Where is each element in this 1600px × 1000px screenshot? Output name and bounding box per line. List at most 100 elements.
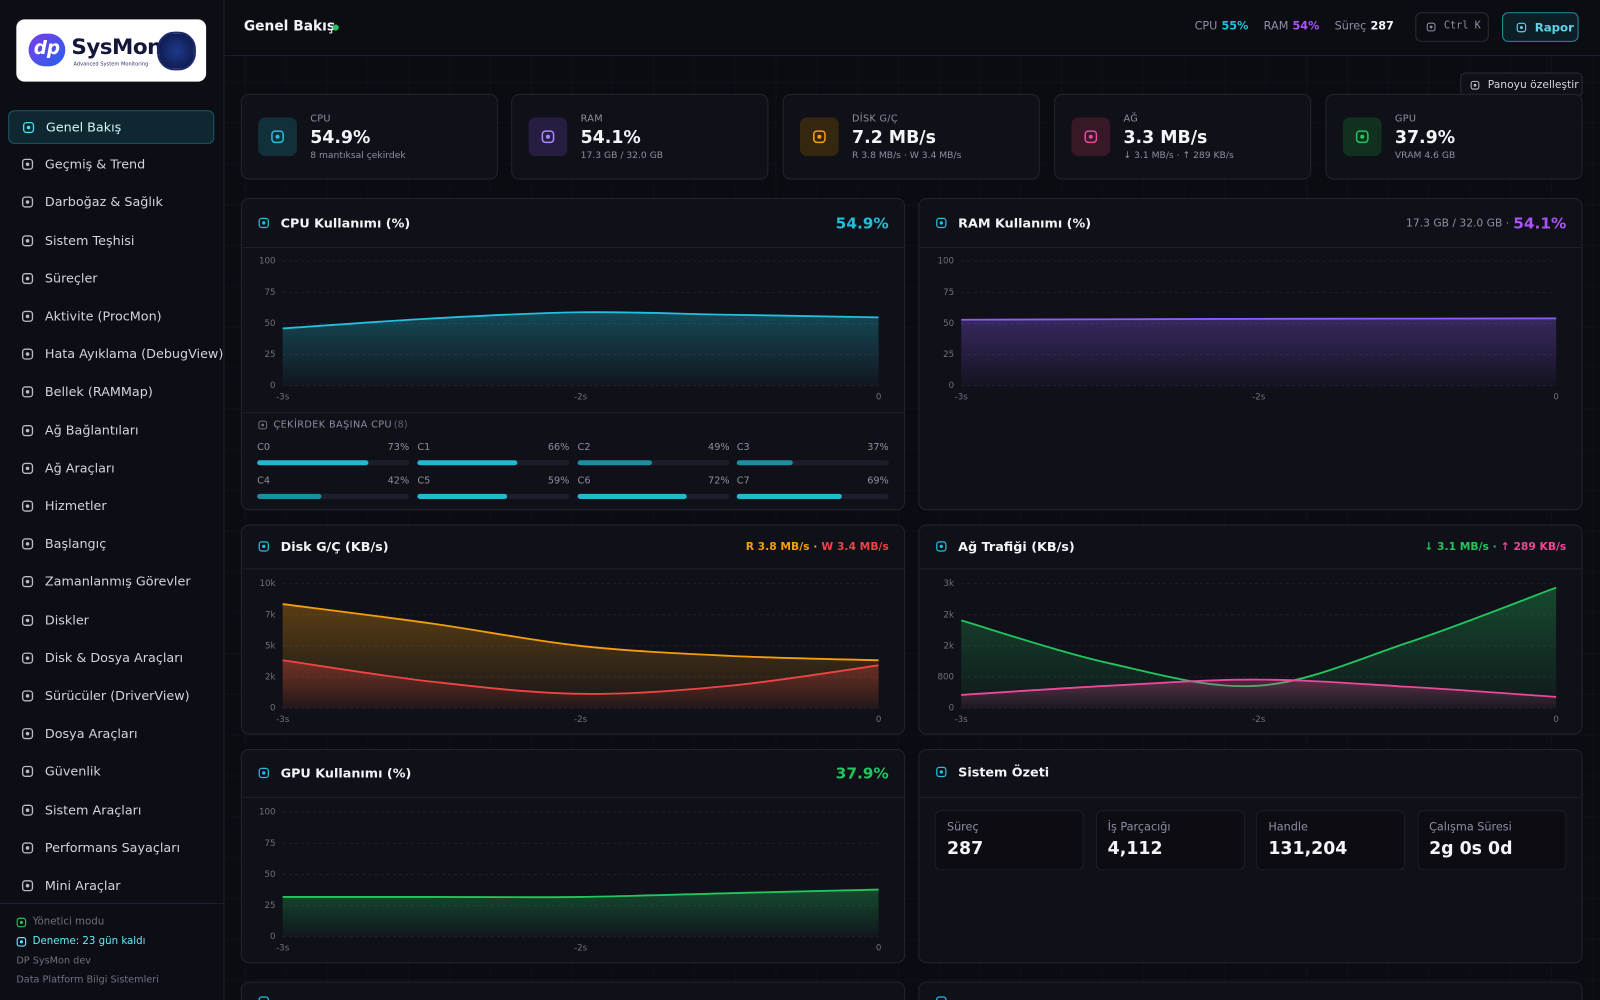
nav-item[interactable]: Performans Sayaçları xyxy=(8,831,214,865)
nav-icon xyxy=(21,576,34,588)
nav-item[interactable]: Mini Araçlar xyxy=(8,869,214,903)
panel-icon xyxy=(258,996,269,1000)
customize-button[interactable]: Panoyu özelleştir xyxy=(1460,72,1583,97)
core-bar xyxy=(736,493,842,499)
nav-item[interactable]: Ağ Araçları xyxy=(8,452,214,486)
core-value: 73% xyxy=(387,441,410,454)
panel-icon xyxy=(936,996,947,1000)
header-stat: Süreç 287 xyxy=(1335,19,1394,32)
summary-label: Handle xyxy=(1268,820,1308,834)
icon-shape xyxy=(813,130,826,144)
nav-icon xyxy=(21,272,34,284)
nav-item[interactable]: Dosya Araçları xyxy=(8,718,214,752)
panel-readout: 37.9% xyxy=(836,750,889,797)
summary-card: İş Parçacığı 4,112 xyxy=(1095,810,1245,871)
kpi-card: DİSK G/Ç 7.2 MB/s R 3.8 MB/s · W 3.4 MB/s xyxy=(782,93,1040,180)
kpi-sub: 17.3 GB / 32.0 GB xyxy=(580,151,664,162)
search-icon xyxy=(1426,22,1436,32)
nav-item[interactable]: Sürücüler (DriverView) xyxy=(8,680,214,714)
nav-item[interactable]: Aktivite (ProcMon) xyxy=(8,300,214,334)
icon-dot xyxy=(545,134,550,139)
nav-item[interactable]: Geçmiş & Trend xyxy=(8,148,214,182)
nav-item[interactable]: Süreçler xyxy=(8,262,214,296)
page-title: Genel Bakış xyxy=(243,18,336,35)
nav-label: Aktivite (ProcMon) xyxy=(44,308,162,324)
header-stat: CPU 55% xyxy=(1195,19,1249,32)
nav-label: Performans Sayaçları xyxy=(44,839,181,855)
nav-icon xyxy=(22,121,35,134)
nav-label: Ağ Araçları xyxy=(44,459,115,476)
nav-icon xyxy=(21,804,34,816)
core-value: 72% xyxy=(708,475,730,487)
core-value: 37% xyxy=(867,441,889,454)
nav-icon xyxy=(21,538,34,550)
nav-item[interactable]: Başlangıç xyxy=(8,528,214,562)
nav-icon xyxy=(21,196,34,209)
nav-icon xyxy=(21,614,34,626)
nav-icon xyxy=(21,690,34,702)
kpi-sub: 8 mantıksal çekirdek xyxy=(310,151,406,162)
stat-value: 54% xyxy=(1292,19,1320,33)
nav-item[interactable]: Hizmetler xyxy=(8,490,214,524)
chart-panel: RAM Kullanımı (%) 17.3 GB / 32.0 GB · 54.1… xyxy=(918,197,1583,511)
core-bar xyxy=(257,460,369,466)
panel-header-divider xyxy=(241,568,905,570)
nav-label: Başlangıç xyxy=(44,535,107,552)
search-box[interactable]: Ctrl K xyxy=(1415,12,1489,42)
nav-item[interactable]: Diskler xyxy=(8,604,214,638)
panel-title: CPU Kullanımı (%) xyxy=(280,214,411,231)
nav-item[interactable]: Genel Bakış xyxy=(8,110,215,144)
core-label: C0 xyxy=(257,441,271,454)
icon-shape xyxy=(21,728,34,740)
icon-shape xyxy=(258,996,269,1000)
logo-emblem xyxy=(157,31,196,71)
nav-item[interactable]: Bellek (RAMMap) xyxy=(8,376,214,410)
icon-shape xyxy=(936,766,947,778)
core-bar xyxy=(577,493,688,499)
chart-panel: Disk G/Ç (KB/s) R 3.8 MB/s · W 3.4 MB/s xyxy=(240,524,906,735)
kpi-sub: VRAM 4.6 GB xyxy=(1394,151,1456,162)
icon-dot xyxy=(25,390,30,395)
icon-shape xyxy=(21,310,34,322)
icon-dot xyxy=(275,134,280,139)
icon-dot xyxy=(939,220,943,225)
admin-mode: Yönetici modu xyxy=(32,916,105,928)
icon-dot xyxy=(25,352,30,357)
icon-dot xyxy=(262,544,266,549)
nav-item[interactable]: Darboğaz & Sağlık xyxy=(8,186,214,220)
nav-label: Geçmiş & Trend xyxy=(44,156,146,172)
kpi-icon xyxy=(271,130,284,144)
nav-item[interactable]: Ağ Bağlantıları xyxy=(8,414,214,448)
panel-title: RAM Kullanımı (%) xyxy=(958,214,1092,231)
kpi-label: GPU xyxy=(1394,113,1417,125)
icon-shape xyxy=(21,576,34,588)
icon-shape xyxy=(16,917,27,928)
nav-item[interactable]: Zamanlanmış Görevler xyxy=(8,566,214,600)
kpi-value: 3.3 MB/s xyxy=(1123,127,1208,148)
core-track xyxy=(577,460,730,466)
nav-icon xyxy=(21,842,34,854)
summary-value: 4,112 xyxy=(1107,838,1163,860)
panel-icon xyxy=(936,217,947,228)
chart-panel: GPU Kullanımı (%) 37.9% xyxy=(240,748,906,964)
kpi-card: CPU 54.9% 8 mantıksal çekirdek xyxy=(240,93,498,180)
icon-dot xyxy=(939,544,943,549)
nav-item[interactable]: Sistem Teşhisi xyxy=(8,224,214,258)
readout-value: 54.9% xyxy=(835,213,889,233)
nav-item[interactable]: Güvenlik xyxy=(8,756,214,790)
nav-item[interactable]: Hata Ayıklama (DebugView) xyxy=(8,338,223,372)
kpi-icon-box xyxy=(1342,117,1382,157)
readout-value: ↓ 3.1 MB/s · xyxy=(1424,540,1497,554)
summary-card: Çalışma Süresi 2g 0s 0d xyxy=(1416,810,1566,871)
icon-shape xyxy=(21,424,34,436)
nav-item[interactable]: Sistem Araçları xyxy=(8,793,214,827)
icon-dot xyxy=(1088,134,1093,139)
kpi-sub: R 3.8 MB/s · W 3.4 MB/s xyxy=(852,151,962,162)
core-bar xyxy=(736,460,793,466)
core-track xyxy=(257,493,410,499)
nav-item[interactable]: Disk & Dosya Araçları xyxy=(8,642,214,676)
report-button[interactable]: Rapor xyxy=(1502,12,1579,42)
core-bar xyxy=(417,493,508,499)
cores-count: (8) xyxy=(393,419,408,431)
logo-name: SysMon xyxy=(71,34,162,60)
